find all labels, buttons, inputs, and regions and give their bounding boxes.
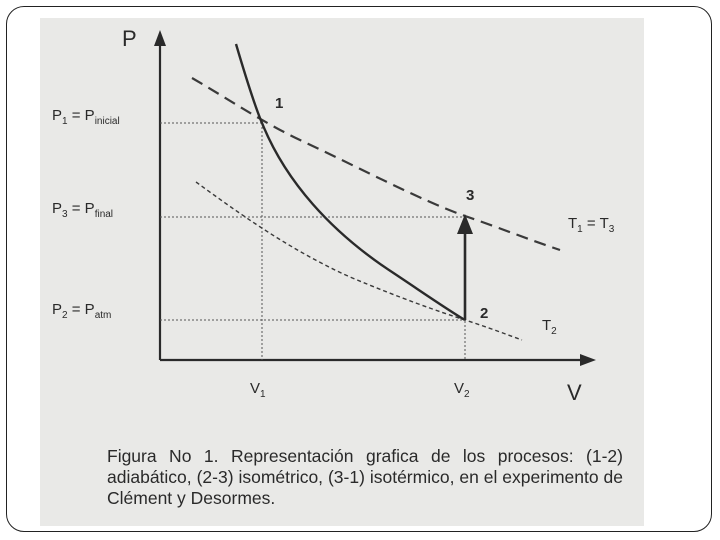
point-3-label: 3 [466,187,474,204]
label-p3: P3 = Pfinal [52,200,113,220]
point-2-label: 2 [480,305,488,322]
label-p2: P2 = Patm [52,301,111,321]
label-p1: P1 = Pinicial [52,107,120,127]
scanned-figure [40,18,644,526]
figure-caption: Figura No 1. Representación grafica de l… [107,446,623,508]
point-1-label: 1 [275,95,283,112]
axis-y-label: P [122,26,137,51]
isotherm-t1 [191,77,561,252]
adiabatic-curve [234,43,466,322]
isometric-arrowhead [457,214,473,234]
label-t1-t3: T1 = T3 [568,215,615,235]
isotherm-t2 [195,181,523,341]
label-v1: V1 [250,380,266,400]
y-axis-arrow [154,30,166,46]
label-v2: V2 [454,380,470,400]
label-t2: T2 [542,317,557,337]
x-axis-arrow [580,354,596,366]
axis-x-label: V [567,380,582,405]
